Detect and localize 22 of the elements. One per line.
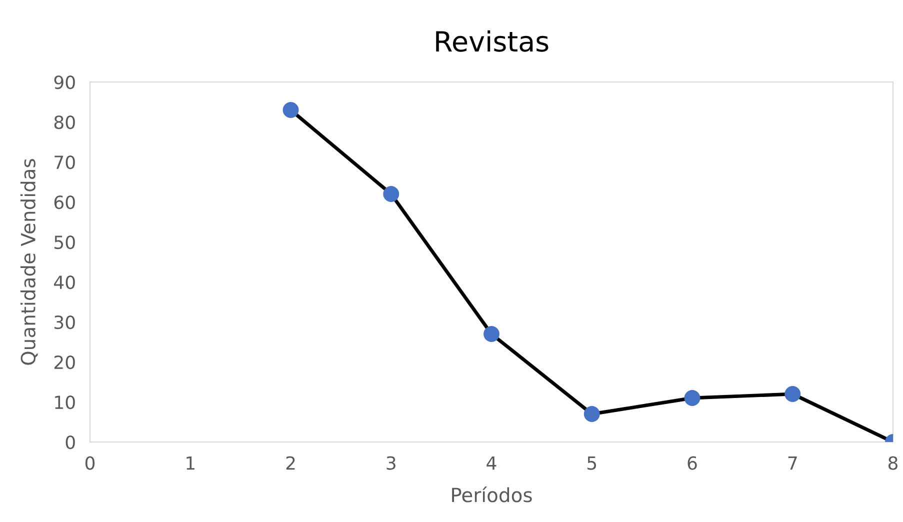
x-tick-label: 0 [85,456,95,470]
x-tick-label: 3 [386,456,396,470]
x-tick-label: 6 [688,456,697,470]
y-tick-label: 80 [54,115,75,130]
chart-title: Revistas [436,30,548,52]
x-tick-label: 5 [588,456,596,470]
y-tick-label: 20 [54,355,75,370]
x-tick-label: 8 [888,456,898,470]
y-tick-label: 0 [66,435,75,450]
x-axis-title: Períodos [452,486,532,502]
x-tick-label: 1 [186,456,194,470]
x-tick-label: 2 [286,456,295,470]
y-tick-label: 40 [54,275,75,290]
y-tick-label: 60 [54,195,75,210]
y-tick-label: 30 [54,315,75,330]
x-tick-label: 4 [486,456,496,470]
y-tick-label: 10 [55,395,75,410]
y-tick-label: 90 [54,75,75,90]
y-tick-label: 70 [54,155,75,170]
x-tick-label: 7 [788,456,797,470]
y-axis-title: Quantidade Vendidas [20,159,38,365]
y-tick-label: 50 [54,235,75,250]
